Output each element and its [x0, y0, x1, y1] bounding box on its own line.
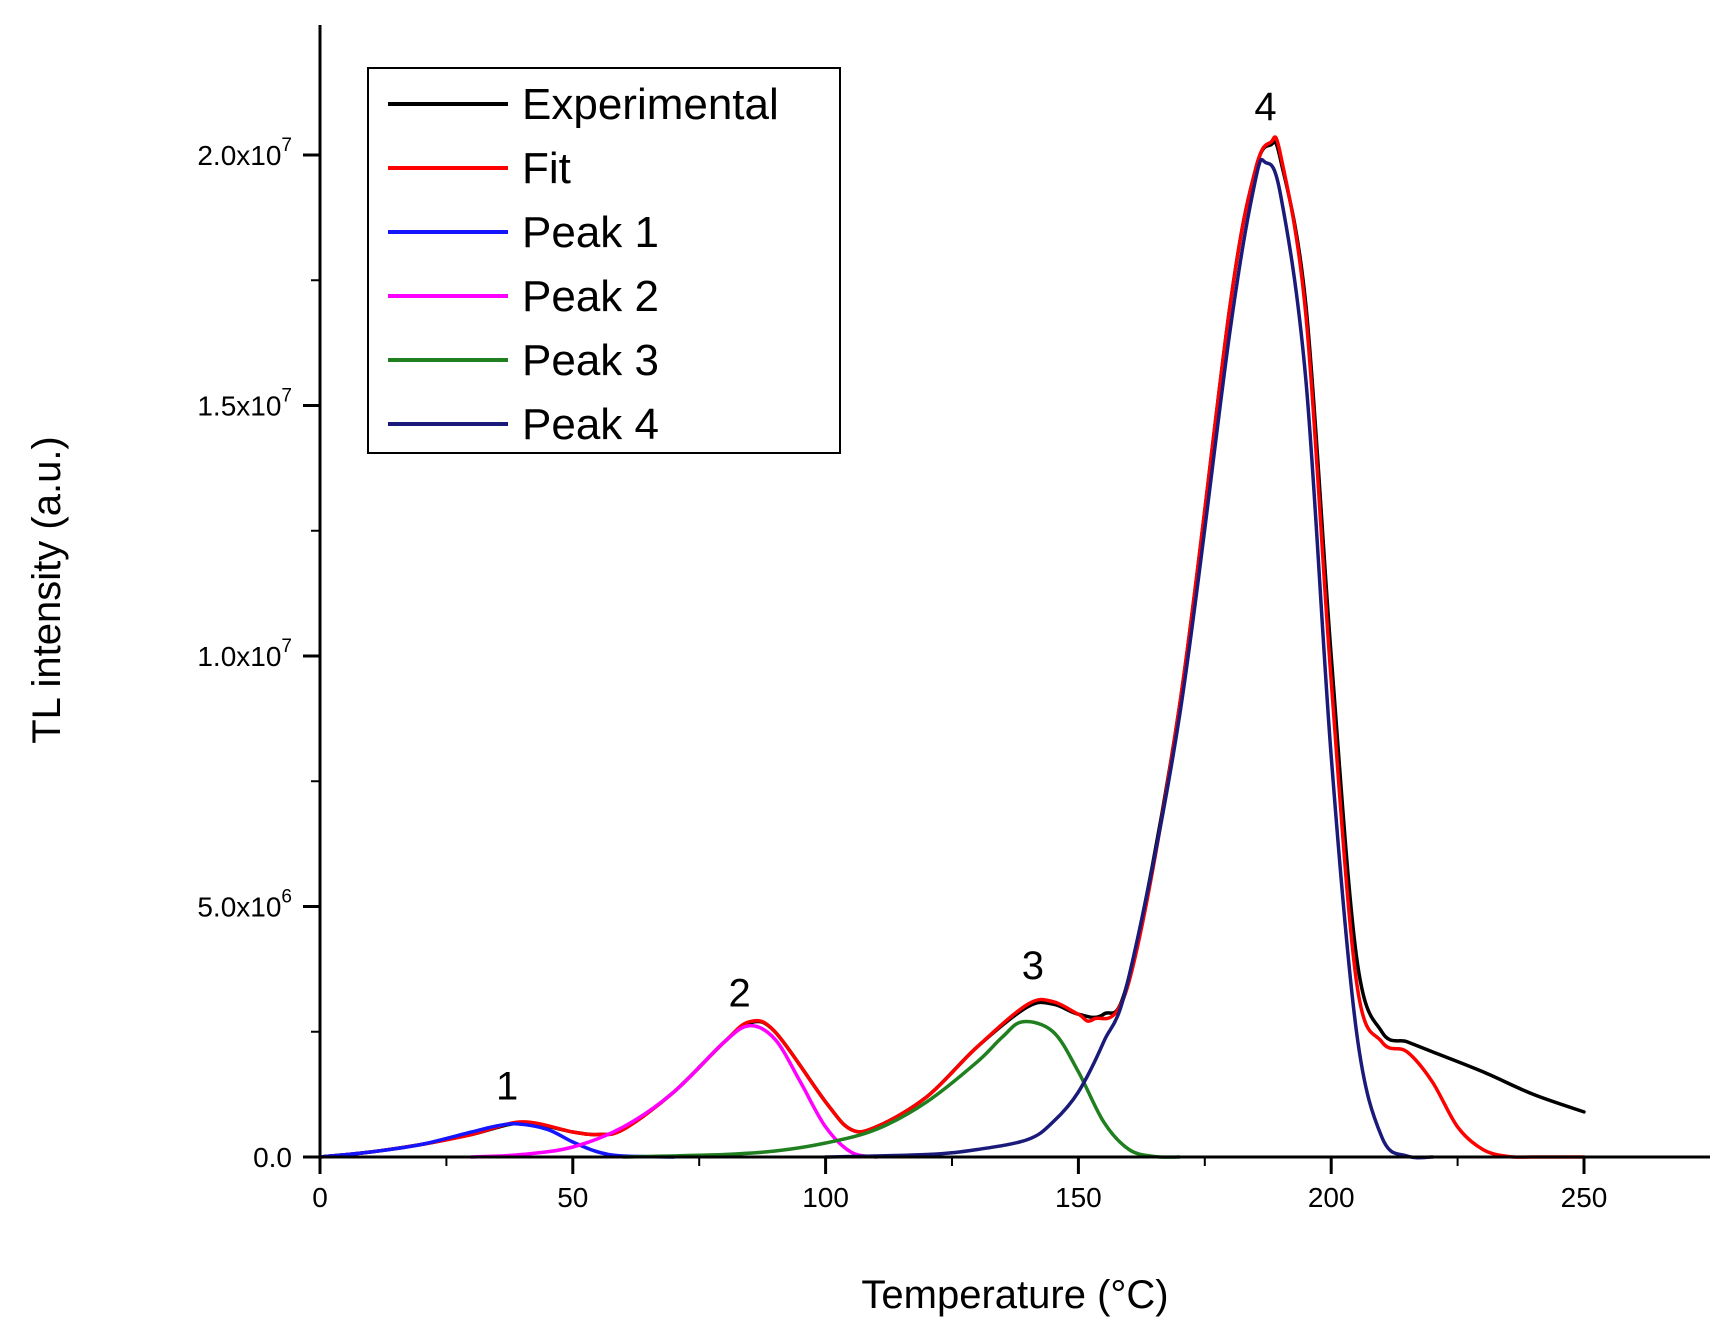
series-line-peak-4 [823, 157, 1435, 1160]
x-axis-title: Temperature (°C) [861, 1273, 1168, 1317]
y-tick-label: 0.0 [253, 1142, 292, 1173]
y-ticks: 0.0 5.0x106 1.0x107 1.5x107 2.0x107 [197, 135, 320, 1173]
peak-label: 1 [496, 1064, 518, 1108]
peak-label: 4 [1254, 85, 1276, 129]
axes [318, 25, 1710, 1159]
y-tick-label: 1.0x107 [197, 636, 292, 672]
legend-label: Experimental [522, 80, 779, 129]
legend: Experimental Fit Peak 1 Peak 2 Peak 3 Peak 4 [367, 67, 841, 454]
peak-annotations: 1 2 3 4 [496, 85, 1277, 1108]
x-tick-label: 250 [1561, 1182, 1608, 1213]
legend-label: Fit [522, 144, 571, 193]
x-tick-label: 100 [802, 1182, 849, 1213]
legend-label: Peak 4 [522, 400, 659, 449]
x-tick-label: 50 [557, 1182, 588, 1213]
series-line-peak-2 [469, 1023, 878, 1159]
legend-box [367, 67, 841, 454]
legend-label: Peak 1 [522, 208, 659, 257]
y-tick-label: 2.0x107 [197, 135, 292, 171]
y-tick-label: 5.0x106 [197, 887, 292, 923]
legend-label: Peak 2 [522, 272, 659, 321]
peak-label: 3 [1022, 944, 1044, 988]
x-tick-label: 0 [312, 1182, 328, 1213]
x-tick-label: 150 [1055, 1182, 1102, 1213]
legend-label: Peak 3 [522, 336, 659, 385]
plot-lines [318, 135, 1586, 1160]
x-tick-label: 200 [1308, 1182, 1355, 1213]
series-line-peak-1 [318, 1122, 676, 1159]
x-ticks: 0 50 100 150 200 250 [312, 1157, 1607, 1213]
peak-label: 2 [729, 972, 751, 1016]
series-line-peak-3 [621, 1019, 1182, 1159]
y-axis-title: TL intensity (a.u.) [25, 436, 69, 744]
y-tick-label: 1.5x107 [197, 386, 292, 422]
